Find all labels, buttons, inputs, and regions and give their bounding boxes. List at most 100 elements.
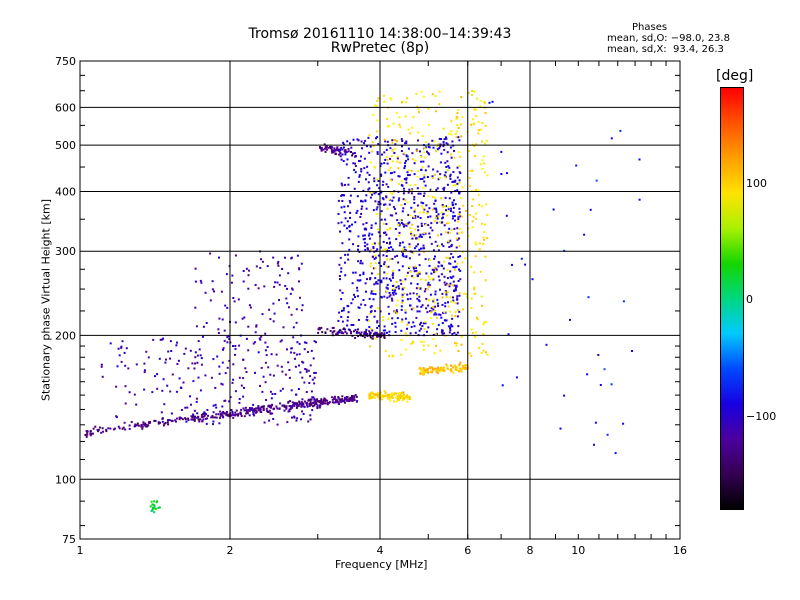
data-point (465, 363, 468, 366)
data-point (196, 361, 199, 364)
data-point (445, 142, 448, 145)
data-point (410, 206, 413, 209)
data-point (346, 319, 349, 322)
data-point (153, 511, 156, 514)
data-point (376, 100, 379, 102)
data-point (421, 177, 424, 180)
data-point (321, 403, 324, 405)
data-point (446, 143, 449, 146)
data-point (234, 254, 237, 257)
data-point (401, 288, 404, 291)
data-point (124, 402, 127, 405)
data-point (369, 248, 372, 251)
data-point (239, 411, 242, 414)
data-point (391, 354, 394, 357)
data-point (301, 398, 304, 401)
data-point (631, 350, 633, 352)
data-point (370, 224, 373, 227)
data-point (443, 275, 446, 278)
data-point (446, 269, 449, 271)
data-point (176, 363, 179, 365)
data-point (281, 370, 284, 373)
data-point (262, 405, 265, 408)
data-point (413, 234, 416, 237)
data-point (420, 247, 422, 250)
x-tick-label: 1 (77, 544, 84, 557)
data-point (278, 407, 281, 410)
data-point (331, 150, 333, 152)
data-point (341, 309, 343, 312)
data-point (365, 194, 368, 197)
data-point (276, 407, 279, 410)
data-point (386, 272, 389, 275)
data-point (341, 400, 344, 403)
data-point (386, 158, 389, 161)
data-point (408, 265, 411, 268)
data-point (393, 147, 396, 150)
data-point (340, 400, 343, 403)
data-point (453, 180, 456, 183)
data-point (417, 111, 420, 114)
data-point (294, 365, 297, 368)
data-point (392, 122, 395, 125)
data-point (352, 271, 355, 274)
data-point (433, 352, 436, 355)
data-point (409, 184, 412, 187)
data-point (176, 341, 178, 344)
data-point (469, 184, 472, 187)
data-point (300, 418, 302, 421)
data-point (346, 158, 349, 161)
data-point (387, 318, 390, 320)
data-point (366, 315, 369, 318)
data-point (383, 261, 386, 264)
data-point (345, 151, 348, 153)
data-point (370, 305, 373, 308)
data-point (417, 215, 420, 218)
data-point (603, 368, 606, 371)
data-point (426, 311, 429, 314)
data-point (279, 340, 282, 343)
data-point (416, 297, 419, 300)
data-point (456, 295, 459, 298)
data-point (463, 292, 466, 295)
data-point (448, 257, 451, 260)
data-point (446, 169, 449, 172)
data-point (252, 410, 255, 413)
data-point (135, 403, 138, 406)
data-point (346, 396, 349, 399)
data-point (406, 396, 408, 398)
data-point (313, 376, 316, 379)
data-point (454, 368, 457, 371)
data-point (452, 275, 455, 278)
data-point (376, 393, 379, 396)
data-point (267, 405, 270, 408)
data-point (283, 404, 286, 407)
data-point (308, 399, 311, 401)
data-point (357, 139, 360, 142)
data-point (455, 342, 458, 345)
data-point (474, 241, 477, 244)
data-point (254, 284, 257, 286)
data-point (89, 432, 92, 435)
data-point (423, 327, 426, 330)
data-point (212, 358, 215, 361)
data-point (199, 418, 202, 421)
data-point (396, 317, 399, 320)
data-point (485, 203, 487, 206)
data-point (290, 347, 293, 350)
data-point (434, 199, 437, 202)
data-point (569, 318, 571, 321)
data-point (435, 333, 438, 336)
data-point (417, 139, 419, 142)
data-point (583, 233, 586, 236)
data-point (416, 175, 419, 178)
data-point (141, 425, 144, 428)
data-point (458, 139, 461, 142)
data-point (177, 359, 180, 362)
data-point (169, 390, 172, 393)
data-point (109, 342, 112, 345)
data-point (435, 189, 438, 191)
data-point (452, 266, 455, 269)
data-point (483, 171, 486, 174)
data-point (196, 354, 199, 357)
